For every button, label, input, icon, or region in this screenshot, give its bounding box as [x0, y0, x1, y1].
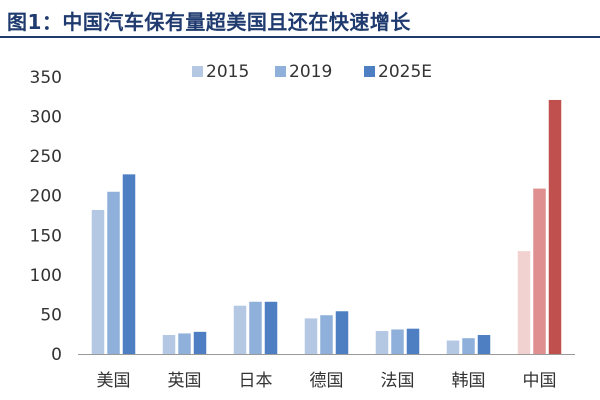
bar-group: [375, 328, 420, 354]
bar: [375, 331, 389, 354]
bar: [193, 331, 207, 354]
bar: [249, 301, 262, 354]
bar: [406, 328, 420, 354]
y-tick-label: 150: [30, 226, 62, 246]
legend-item: 2015: [192, 62, 249, 82]
bar: [533, 188, 546, 354]
bar: [320, 315, 333, 354]
bar: [264, 301, 278, 354]
bar-group: [517, 99, 562, 354]
bar: [91, 209, 105, 354]
y-tick-label: 250: [30, 147, 62, 167]
bar: [178, 333, 191, 354]
y-tick-label: 200: [30, 187, 62, 207]
x-category-label: 德国: [310, 371, 344, 391]
y-tick-label: 100: [30, 266, 62, 286]
bar-chart: 2015 2019 2025E 0 50 100 150 200 250 300 350 美国 英国…: [30, 62, 575, 391]
bar-group: [91, 174, 136, 354]
legend-label: 2019: [289, 62, 332, 82]
x-category-label: 中国: [523, 371, 557, 391]
bar: [548, 99, 562, 354]
bar: [391, 329, 404, 354]
bar-group: [304, 311, 349, 354]
bar: [162, 335, 176, 354]
legend-item: 2019: [275, 62, 332, 82]
bar: [304, 318, 318, 354]
bar: [122, 174, 136, 354]
bar-group: [233, 301, 278, 354]
y-tick-label: 350: [30, 68, 62, 88]
x-category-label: 法国: [381, 371, 415, 391]
x-category-label: 韩国: [452, 371, 486, 391]
y-tick-label: 0: [51, 345, 62, 365]
bar-group: [446, 335, 491, 354]
legend-label: 2015: [206, 62, 249, 82]
bar: [107, 191, 120, 354]
legend-swatch: [364, 66, 375, 77]
legend-swatch: [192, 66, 203, 77]
bar-group: [162, 331, 207, 354]
y-axis: 0 50 100 150 200 250 300 350: [30, 68, 62, 365]
x-category-label: 日本: [239, 371, 273, 391]
legend-label: 2025E: [378, 62, 432, 82]
bar: [517, 251, 531, 354]
title-bar: 图1：中国汽车保有量超美国且还在快速增长: [0, 0, 600, 38]
bar: [233, 305, 247, 354]
bar: [335, 311, 349, 354]
bar: [446, 340, 460, 354]
bar: [477, 335, 491, 354]
legend-swatch: [275, 66, 286, 77]
x-category-label: 英国: [168, 371, 202, 391]
bar: [462, 338, 475, 354]
x-axis: 美国 英国 日本 德国 法国 韩国 中国: [78, 354, 575, 391]
x-category-label: 美国: [97, 371, 131, 391]
legend-item: 2025E: [364, 62, 432, 82]
y-tick-label: 300: [30, 108, 62, 128]
bars: [91, 99, 562, 354]
chart-title: 图1：中国汽车保有量超美国且还在快速增长: [7, 10, 411, 34]
y-tick-label: 50: [40, 305, 62, 325]
legend: 2015 2019 2025E: [192, 62, 432, 82]
